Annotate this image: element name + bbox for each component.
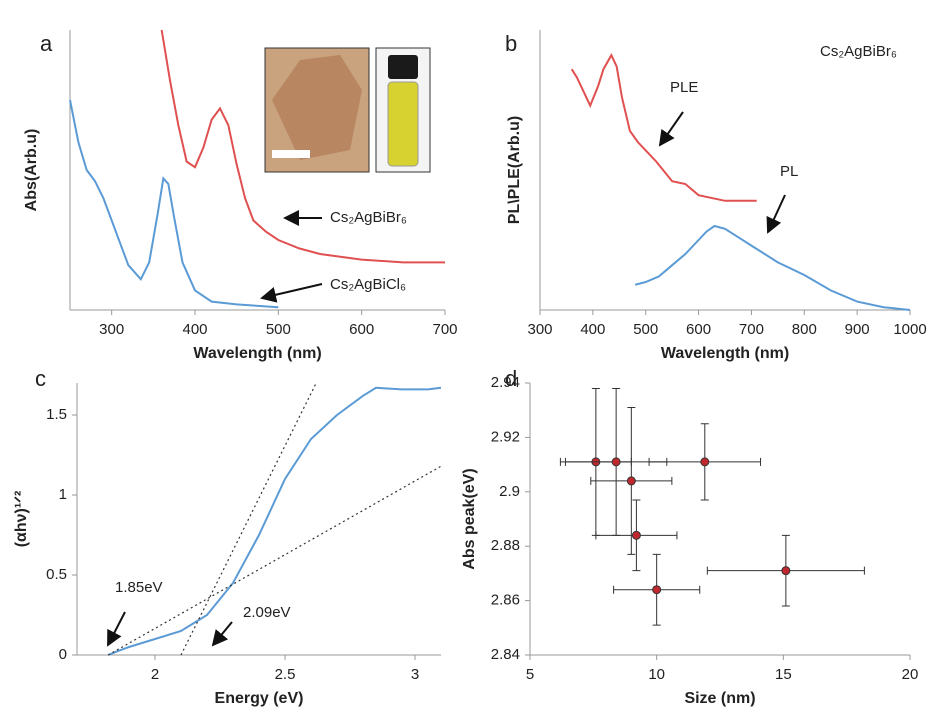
- curve: [570, 53, 757, 202]
- x-axis-label: Wavelength (nm): [661, 345, 789, 362]
- x-tick-label: 500: [633, 321, 658, 338]
- x-axis-label: Size (nm): [684, 690, 755, 707]
- point: [652, 585, 662, 595]
- point: [626, 476, 636, 486]
- y-tick-label: 2.9: [499, 483, 520, 500]
- y-axis-label: PL\PLE(Arb.u): [506, 116, 523, 224]
- annotation: 1.85eV: [115, 579, 163, 596]
- inset-photos: [264, 47, 431, 173]
- x-tick-label: 400: [580, 321, 605, 338]
- annotation-arrow: [211, 621, 233, 647]
- point: [781, 566, 791, 576]
- y-tick-label: 2.84: [491, 646, 520, 663]
- crystal-shape: [272, 55, 362, 160]
- y-axis-label: Abs peak(eV): [461, 468, 478, 569]
- y-tick-label: 2.94: [491, 374, 520, 391]
- x-tick-label: 300: [527, 321, 552, 338]
- y-tick-label: 1: [59, 486, 67, 503]
- x-tick-label: 3: [411, 666, 419, 683]
- x-tick-label: 2.5: [275, 666, 296, 683]
- x-tick-label: 15: [775, 666, 792, 683]
- vial-cap: [388, 55, 418, 79]
- scale-bar: [272, 150, 310, 158]
- annotation: PL: [780, 163, 798, 180]
- curve: [107, 386, 442, 656]
- panel-label: a: [40, 31, 53, 56]
- vial-liquid: [387, 81, 419, 167]
- x-tick-label: 300: [99, 321, 124, 338]
- y-tick-label: 0.5: [46, 566, 67, 583]
- y-tick-label: 2.88: [491, 537, 520, 554]
- x-tick-label: 900: [845, 321, 870, 338]
- curve: [69, 99, 279, 309]
- annotation: Cs₂AgBiBr₆: [820, 43, 897, 60]
- annotation-arrow: [766, 194, 786, 234]
- x-tick-label: 400: [182, 321, 207, 338]
- point: [611, 457, 621, 467]
- x-axis-label: Wavelength (nm): [193, 345, 321, 362]
- point: [700, 457, 710, 467]
- annotation-arrow: [107, 611, 126, 647]
- fit-line: [180, 382, 317, 656]
- x-tick-label: 1000: [893, 321, 926, 338]
- y-axis-label: Abs(Arb.u): [23, 129, 40, 212]
- x-tick-label: 20: [902, 666, 919, 683]
- annotation: Cs₂AgBiCl₆: [330, 276, 406, 293]
- y-tick-label: 2.92: [491, 428, 520, 445]
- x-tick-label: 600: [686, 321, 711, 338]
- annotation-arrow: [658, 111, 684, 147]
- x-tick-label: 700: [739, 321, 764, 338]
- panel-label: c: [35, 366, 46, 391]
- y-tick-label: 0: [59, 646, 67, 663]
- annotation: Cs₂AgBiBr₆: [330, 209, 407, 226]
- annotation: PLE: [670, 79, 698, 96]
- x-tick-label: 10: [648, 666, 665, 683]
- curve: [634, 224, 911, 311]
- fit-line: [107, 465, 442, 656]
- curve: [160, 29, 445, 264]
- x-tick-label: 500: [266, 321, 291, 338]
- x-tick-label: 5: [526, 666, 534, 683]
- point: [631, 530, 641, 540]
- annotation: 2.09eV: [243, 604, 291, 621]
- y-tick-label: 1.5: [46, 406, 67, 423]
- y-axis-label: (αhν)¹ᐟ²: [13, 491, 30, 548]
- y-tick-label: 2.86: [491, 592, 520, 609]
- x-tick-label: 800: [792, 321, 817, 338]
- panel-label: d: [505, 366, 517, 391]
- annotation-arrow: [260, 283, 323, 303]
- x-tick-label: 2: [151, 666, 159, 683]
- panel-label: b: [505, 31, 517, 56]
- x-axis-label: Energy (eV): [215, 690, 304, 707]
- x-tick-label: 600: [349, 321, 374, 338]
- x-tick-label: 700: [432, 321, 457, 338]
